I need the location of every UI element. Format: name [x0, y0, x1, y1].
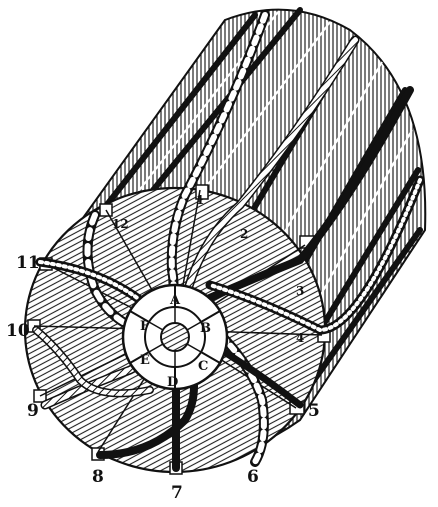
- label-6: 6: [247, 467, 259, 487]
- inner-ring-marks: [148, 307, 202, 367]
- segment-label-d: D: [167, 375, 178, 390]
- number-labels: 1 2 3 4 5 6 7 8 9 10 11 12: [6, 193, 320, 503]
- label-3: 3: [296, 284, 304, 298]
- segment-label-f: F: [140, 319, 150, 334]
- label-5: 5: [308, 401, 320, 421]
- segment-label-a: A: [169, 293, 181, 308]
- segment-label-b: B: [200, 321, 211, 336]
- label-9: 9: [27, 401, 39, 421]
- label-10: 10: [6, 321, 30, 341]
- hub-dividers: [129, 285, 221, 389]
- commutator-hub: [121, 283, 229, 391]
- segment-label-c: C: [198, 359, 208, 374]
- label-11: 11: [16, 253, 40, 273]
- label-2: 2: [240, 227, 248, 241]
- label-12: 12: [112, 217, 129, 231]
- label-7: 7: [171, 483, 183, 503]
- segment-label-e: E: [140, 353, 150, 368]
- segment-labels: A B C D E F: [140, 293, 211, 390]
- label-4: 4: [296, 331, 304, 345]
- label-8: 8: [92, 467, 104, 487]
- label-1: 1: [196, 193, 204, 207]
